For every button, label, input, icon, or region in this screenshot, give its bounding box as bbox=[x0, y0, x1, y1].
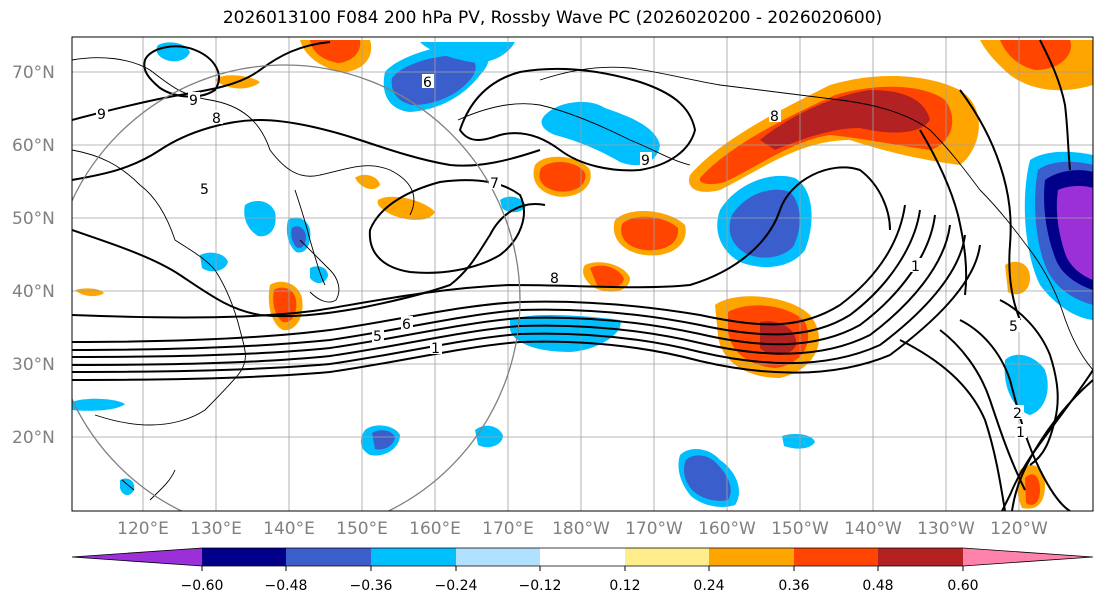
contour-label-7a: 7 bbox=[490, 176, 499, 192]
colorbar-swatch-10 bbox=[963, 548, 1093, 566]
colorbar-label-10: 0.60 bbox=[947, 578, 978, 594]
latitude-axis: 70°N 60°N 50°N 40°N 30°N 20°N bbox=[12, 63, 55, 448]
colorbar-label-2: −0.48 bbox=[265, 578, 308, 594]
colorbar-swatch-0 bbox=[72, 548, 202, 566]
lat-label-40: 40°N bbox=[12, 282, 55, 302]
contour-label-2a: 2 bbox=[1013, 406, 1022, 422]
contour-label-8a: 8 bbox=[212, 111, 221, 127]
colorbar-swatch-4 bbox=[456, 548, 540, 566]
colorbar-label-6: 0.12 bbox=[609, 578, 640, 594]
lon-label-140e: 140°E bbox=[263, 519, 315, 539]
colorbar-swatch-3 bbox=[371, 548, 456, 566]
contour-label-1b: 1 bbox=[911, 259, 920, 275]
lon-label-170e: 170°E bbox=[482, 519, 534, 539]
lon-label-120e: 120°E bbox=[117, 519, 169, 539]
contour-label-group: 9 9 8 6 7 8 9 8 5 6 5 1 1 5 2 1 bbox=[96, 74, 1027, 441]
lat-label-30: 30°N bbox=[12, 355, 55, 375]
contour-label-9b: 9 bbox=[189, 93, 198, 109]
contour-label-1c: 1 bbox=[1016, 425, 1025, 441]
reference-circle bbox=[72, 64, 521, 511]
colorbar-label-9: 0.48 bbox=[862, 578, 893, 594]
colorbar-swatch-1 bbox=[202, 548, 286, 566]
contour-label-1a: 1 bbox=[431, 341, 440, 357]
colorbar-swatch-5 bbox=[540, 548, 625, 566]
coastlines bbox=[72, 57, 1093, 501]
pv-anomaly-shading bbox=[72, 40, 1093, 509]
lon-label-120w: 120°W bbox=[990, 519, 1048, 539]
graticule bbox=[72, 37, 1093, 511]
lat-label-50: 50°N bbox=[12, 209, 55, 229]
contour-label-5c: 5 bbox=[1009, 319, 1018, 335]
lon-label-180w: 180°W bbox=[552, 519, 610, 539]
lon-label-160w: 160°W bbox=[698, 519, 756, 539]
colorbar bbox=[71, 547, 1094, 571]
colorbar-label-4: −0.24 bbox=[435, 578, 478, 594]
contour-label-9a: 9 bbox=[97, 107, 106, 123]
lat-label-20: 20°N bbox=[12, 428, 55, 448]
colorbar-swatch-9 bbox=[878, 548, 963, 566]
colorbar-label-5: −0.12 bbox=[519, 578, 562, 594]
longitude-axis: 120°E 130°E 140°E 150°E 160°E 170°E 180°… bbox=[117, 519, 1048, 539]
lon-label-160e: 160°E bbox=[409, 519, 461, 539]
colorbar-label-8: 0.36 bbox=[778, 578, 809, 594]
colorbar-label-3: −0.36 bbox=[350, 578, 393, 594]
lat-label-70: 70°N bbox=[12, 63, 55, 83]
colorbar-swatch-8 bbox=[794, 548, 878, 566]
contour-label-5a: 5 bbox=[200, 182, 209, 198]
lat-label-60: 60°N bbox=[12, 136, 55, 156]
pv-contours bbox=[72, 39, 1093, 511]
contour-label-5b: 5 bbox=[373, 329, 382, 345]
colorbar-swatch-7 bbox=[709, 548, 794, 566]
contour-label-8b: 8 bbox=[550, 271, 559, 287]
lon-label-130e: 130°E bbox=[190, 519, 242, 539]
lon-label-140w: 140°W bbox=[844, 519, 902, 539]
colorbar-swatch-6 bbox=[625, 548, 709, 566]
contour-label-9c: 9 bbox=[641, 153, 650, 169]
lon-label-150e: 150°E bbox=[336, 519, 388, 539]
map-border bbox=[71, 36, 1094, 512]
colorbar-labels: −0.60 −0.48 −0.36 −0.24 −0.12 0.12 0.24 … bbox=[181, 578, 979, 594]
colorbar-label-1: −0.60 bbox=[181, 578, 224, 594]
lon-label-130w: 130°W bbox=[917, 519, 975, 539]
colorbar-label-7: 0.24 bbox=[693, 578, 724, 594]
contour-label-6a: 6 bbox=[423, 75, 432, 91]
map-title: 2026013100 F084 200 hPa PV, Rossby Wave … bbox=[222, 8, 883, 28]
colorbar-swatch-2 bbox=[286, 548, 371, 566]
contour-label-6b: 6 bbox=[402, 317, 411, 333]
lon-label-170w: 170°W bbox=[625, 519, 683, 539]
contour-label-8c: 8 bbox=[770, 109, 779, 125]
lon-label-150w: 150°W bbox=[771, 519, 829, 539]
